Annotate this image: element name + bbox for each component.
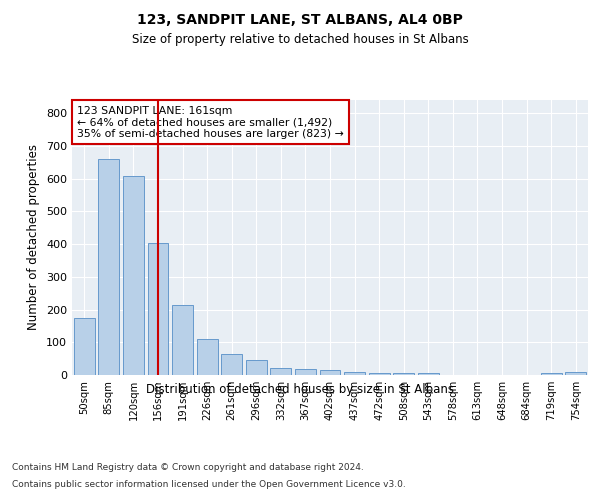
Bar	[148, 244, 169, 375]
Bar	[541, 374, 562, 375]
Text: 123, SANDPIT LANE, ST ALBANS, AL4 0BP: 123, SANDPIT LANE, ST ALBANS, AL4 0BP	[137, 12, 463, 26]
Bar	[98, 159, 119, 375]
Bar	[221, 354, 242, 375]
Bar	[246, 360, 267, 375]
Text: Size of property relative to detached houses in St Albans: Size of property relative to detached ho…	[131, 32, 469, 46]
Bar	[123, 176, 144, 375]
Bar	[344, 372, 365, 375]
Bar	[172, 304, 193, 375]
Bar	[565, 372, 586, 375]
Bar	[418, 374, 439, 375]
Text: Contains public sector information licensed under the Open Government Licence v3: Contains public sector information licen…	[12, 480, 406, 489]
Text: Contains HM Land Registry data © Crown copyright and database right 2024.: Contains HM Land Registry data © Crown c…	[12, 462, 364, 471]
Bar	[74, 318, 95, 375]
Bar	[320, 370, 340, 375]
Text: Distribution of detached houses by size in St Albans: Distribution of detached houses by size …	[146, 382, 454, 396]
Text: 123 SANDPIT LANE: 161sqm
← 64% of detached houses are smaller (1,492)
35% of sem: 123 SANDPIT LANE: 161sqm ← 64% of detach…	[77, 106, 344, 138]
Bar	[295, 370, 316, 375]
Bar	[368, 372, 389, 375]
Bar	[197, 339, 218, 375]
Bar	[271, 368, 292, 375]
Y-axis label: Number of detached properties: Number of detached properties	[28, 144, 40, 330]
Bar	[393, 373, 414, 375]
